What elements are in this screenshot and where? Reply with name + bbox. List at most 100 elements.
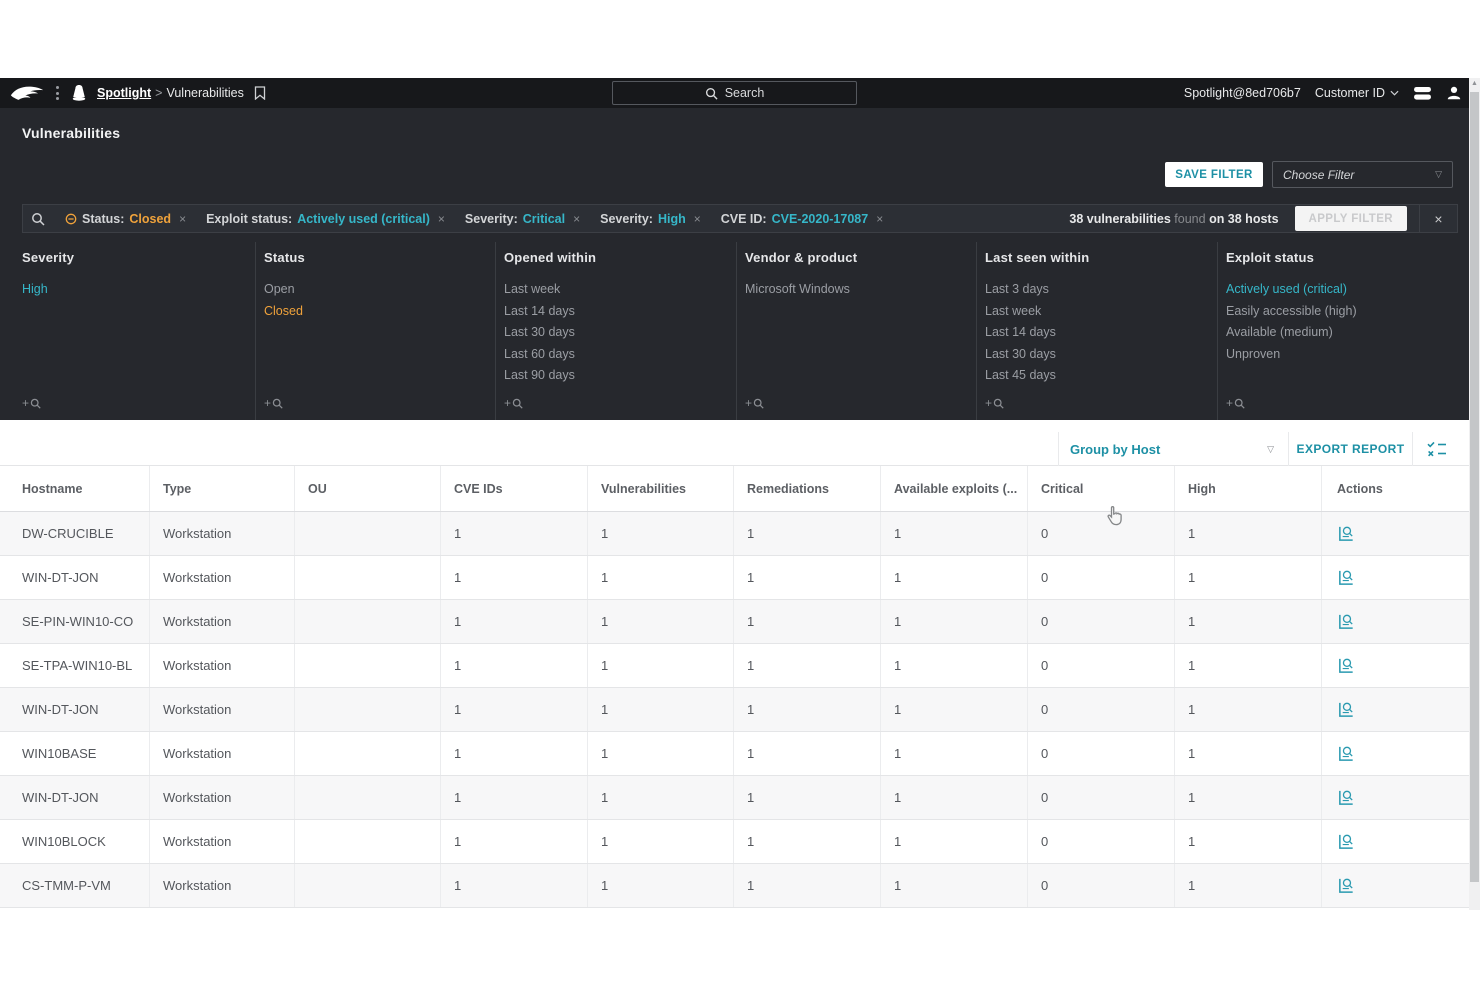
close-filter-bar-button[interactable]: × (1419, 205, 1457, 232)
view-host-details-button[interactable] (1337, 612, 1356, 631)
view-host-details-button[interactable] (1337, 832, 1356, 851)
table-header-cell[interactable]: Critical (1028, 466, 1175, 511)
global-search-input[interactable]: Search (612, 81, 857, 105)
table-header-cell[interactable]: High (1175, 466, 1322, 511)
filter-chip[interactable]: Severity: High × (590, 212, 711, 226)
table-header-cell[interactable]: Remediations (734, 466, 881, 511)
breadcrumb-spotlight-link[interactable]: Spotlight (97, 86, 151, 100)
facet-search-button[interactable]: + (1226, 396, 1245, 410)
view-host-details-button[interactable] (1337, 656, 1356, 675)
chip-remove-icon[interactable]: × (573, 212, 580, 226)
chip-remove-icon[interactable]: × (179, 212, 186, 226)
apply-filter-button[interactable]: APPLY FILTER (1295, 206, 1407, 231)
facet-search-button[interactable]: + (264, 396, 283, 410)
table-row[interactable]: DW-CRUCIBLEWorkstation111101 (0, 512, 1470, 556)
facet-option[interactable]: Actively used (critical) (1226, 279, 1460, 301)
chip-remove-icon[interactable]: × (876, 212, 883, 226)
column-picker-button[interactable] (1412, 432, 1460, 466)
facet-option[interactable]: Microsoft Windows (745, 279, 976, 301)
view-host-details-button[interactable] (1337, 524, 1356, 543)
table-row[interactable]: WIN-DT-JONWorkstation111101 (0, 688, 1470, 732)
facet-search-button[interactable]: + (22, 396, 41, 410)
table-cell-high: 1 (1175, 512, 1322, 555)
facet-option[interactable]: High (22, 279, 255, 301)
facet-option[interactable]: Last 3 days (985, 279, 1217, 301)
save-filter-button[interactable]: SAVE FILTER (1165, 162, 1263, 187)
table-cell-type: Workstation (150, 512, 295, 555)
facet-option[interactable]: Last 14 days (504, 301, 736, 323)
table-header-cell[interactable]: Type (150, 466, 295, 511)
user-profile-icon[interactable] (1446, 85, 1462, 101)
page-title: Vulnerabilities (22, 125, 120, 141)
filter-search-icon[interactable] (31, 212, 45, 226)
view-host-details-button[interactable] (1337, 744, 1356, 763)
facet-option[interactable]: Available (medium) (1226, 322, 1460, 344)
crowdstrike-falcon-logo[interactable] (10, 84, 44, 103)
scrollbar-thumb[interactable] (1470, 92, 1479, 882)
facet-search-button[interactable]: + (985, 396, 1004, 410)
facet-search-button[interactable]: + (504, 396, 523, 410)
facet-search-button[interactable]: + (745, 396, 764, 410)
table-header-cell[interactable]: Available exploits (... (881, 466, 1028, 511)
facet-option[interactable]: Last 90 days (504, 365, 736, 387)
vertical-scrollbar[interactable]: ▲ (1469, 78, 1480, 910)
facet-option[interactable]: Last 60 days (504, 344, 736, 366)
view-host-details-button[interactable] (1337, 788, 1356, 807)
table-cell-available_exploits: 1 (881, 644, 1028, 687)
export-report-button[interactable]: EXPORT REPORT (1288, 432, 1412, 466)
table-cell-actions (1322, 776, 1470, 819)
facet-option[interactable]: Last week (985, 301, 1217, 323)
table-row[interactable]: CS-TMM-P-VMWorkstation111101 (0, 864, 1470, 908)
table-header-cell[interactable]: Hostname (0, 466, 150, 511)
choose-filter-dropdown[interactable]: Choose Filter ▽ (1272, 161, 1453, 188)
view-host-details-button[interactable] (1337, 700, 1356, 719)
magnifier-icon (753, 398, 764, 409)
filter-chip[interactable]: Status: Closed × (55, 212, 196, 226)
table-row[interactable]: WIN10BLOCKWorkstation111101 (0, 820, 1470, 864)
table-header-cell[interactable]: OU (295, 466, 441, 511)
view-host-details-button[interactable] (1337, 876, 1356, 895)
table-cell-remediations: 1 (734, 556, 881, 599)
table-header-cell[interactable]: Vulnerabilities (588, 466, 734, 511)
facet-column: Severity High + (0, 242, 255, 420)
chip-remove-icon[interactable]: × (694, 212, 701, 226)
facet-option[interactable]: Last 30 days (504, 322, 736, 344)
table-cell-cve_ids: 1 (441, 820, 588, 863)
facet-option[interactable]: Closed (264, 301, 495, 323)
app-menu-icon[interactable] (54, 86, 61, 100)
filter-chip[interactable]: Exploit status: Actively used (critical)… (196, 212, 455, 226)
chip-value: Actively used (critical) (297, 212, 430, 226)
bookmark-icon[interactable] (254, 86, 266, 100)
customer-id-dropdown[interactable]: Customer ID (1315, 86, 1399, 100)
table-row[interactable]: WIN-DT-JONWorkstation111101 (0, 776, 1470, 820)
facet-option[interactable]: Last 45 days (985, 365, 1217, 387)
facet-option[interactable]: Unproven (1226, 344, 1460, 366)
inspect-host-icon (1337, 876, 1356, 895)
table-row[interactable]: SE-TPA-WIN10-BLWorkstation111101 (0, 644, 1470, 688)
facet-option[interactable]: Last 30 days (985, 344, 1217, 366)
filter-chips: Status: Closed × Exploit status: Activel… (55, 212, 893, 226)
filter-chip[interactable]: Severity: Critical × (455, 212, 590, 226)
table-cell-remediations: 1 (734, 732, 881, 775)
facet-option[interactable]: Last week (504, 279, 736, 301)
table-cell-high: 1 (1175, 732, 1322, 775)
group-by-dropdown[interactable]: Group by Host ▽ (1058, 432, 1288, 466)
table-row[interactable]: WIN10BASEWorkstation111101 (0, 732, 1470, 776)
breadcrumb-separator: > (155, 86, 162, 100)
table-row[interactable]: SE-PIN-WIN10-COWorkstation111101 (0, 600, 1470, 644)
notifications-icon[interactable] (1413, 86, 1432, 101)
facet-option[interactable]: Easily accessible (high) (1226, 301, 1460, 323)
search-placeholder: Search (725, 86, 765, 100)
table-header-cell[interactable]: Actions (1322, 466, 1470, 511)
inspect-host-icon (1337, 656, 1356, 675)
chip-remove-icon[interactable]: × (438, 212, 445, 226)
view-host-details-button[interactable] (1337, 568, 1356, 587)
scroll-up-arrow[interactable]: ▲ (1469, 80, 1480, 87)
chip-label: Severity: (465, 212, 518, 226)
facet-option[interactable]: Last 14 days (985, 322, 1217, 344)
magnifier-icon (512, 398, 523, 409)
table-header-cell[interactable]: CVE IDs (441, 466, 588, 511)
facet-option[interactable]: Open (264, 279, 495, 301)
filter-chip[interactable]: CVE ID: CVE-2020-17087 × (711, 212, 893, 226)
table-row[interactable]: WIN-DT-JONWorkstation111101 (0, 556, 1470, 600)
